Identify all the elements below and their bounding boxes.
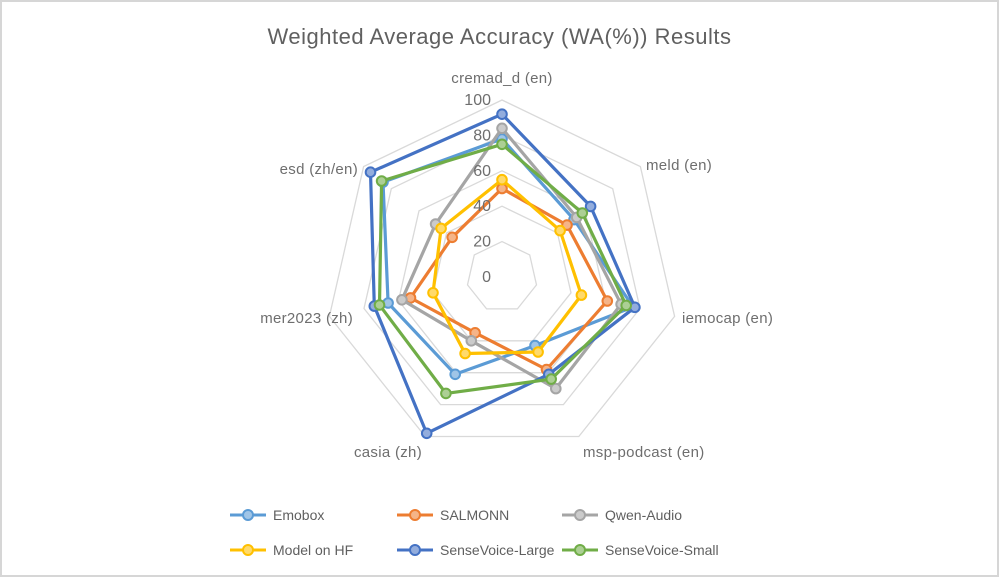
series-line-model-on-hf bbox=[431, 178, 584, 356]
data-point-sensevoice-large-0 bbox=[496, 108, 508, 120]
data-point-qwen-audio-5 bbox=[396, 294, 408, 306]
legend-marker-sensevoice-small bbox=[562, 543, 598, 556]
axis-label-cremad_d: cremad_d (en) bbox=[451, 70, 552, 87]
data-point-salmonn-2 bbox=[601, 295, 614, 307]
series-line-sensevoice-large bbox=[368, 112, 637, 435]
data-point-model-on-hf-0 bbox=[496, 173, 508, 186]
legend-item-model-on-hf: Model on HF bbox=[230, 539, 397, 560]
data-point-model-on-hf-4 bbox=[459, 347, 471, 360]
data-point-sensevoice-small-6 bbox=[375, 175, 388, 187]
data-point-qwen-audio-0 bbox=[496, 122, 508, 135]
radial-tick-label-100: 100 bbox=[464, 92, 491, 109]
legend-marker-model-on-hf bbox=[230, 543, 266, 556]
axis-label-mer2023: mer2023 (zh) bbox=[260, 310, 353, 327]
legend-marker-sensevoice-large bbox=[397, 543, 433, 556]
data-point-sensevoice-small-5 bbox=[373, 299, 386, 311]
legend-label-sensevoice-large: SenseVoice-Large bbox=[440, 541, 555, 558]
gridline-level-40 bbox=[432, 205, 572, 342]
axis-label-casia: casia (zh) bbox=[354, 444, 422, 461]
data-point-emobox-4 bbox=[449, 368, 462, 381]
legend-item-qwen-audio: Qwen-Audio bbox=[562, 504, 719, 525]
axis-label-iemocap: iemocap (en) bbox=[682, 310, 773, 327]
data-point-model-on-hf-5 bbox=[427, 287, 439, 299]
gridline-level-100 bbox=[328, 99, 676, 438]
legend-item-salmonn: SALMONN bbox=[397, 504, 562, 525]
legend-marker-emobox bbox=[230, 508, 266, 521]
data-point-sensevoice-large-6 bbox=[364, 166, 377, 178]
legend-item-sensevoice-large: SenseVoice-Large bbox=[397, 539, 562, 560]
chart-title: Weighted Average Accuracy (WA(%)) Result… bbox=[267, 24, 732, 49]
data-point-model-on-hf-2 bbox=[575, 289, 588, 301]
data-point-sensevoice-small-4 bbox=[440, 387, 452, 400]
data-point-model-on-hf-3 bbox=[532, 346, 544, 358]
data-point-sensevoice-small-0 bbox=[496, 138, 508, 151]
legend-label-qwen-audio: Qwen-Audio bbox=[605, 506, 683, 523]
radial-tick-label-0: 0 bbox=[482, 269, 491, 286]
data-point-salmonn-6 bbox=[446, 231, 459, 244]
data-point-qwen-audio-3 bbox=[550, 382, 562, 395]
legend-label-salmonn: SALMONN bbox=[440, 506, 510, 523]
axis-label-meld: meld (en) bbox=[646, 157, 712, 174]
legend-marker-qwen-audio bbox=[562, 508, 598, 521]
legend-item-sensevoice-small: SenseVoice-Small bbox=[562, 539, 719, 560]
legend-label-emobox: Emobox bbox=[273, 506, 325, 523]
data-point-sensevoice-small-3 bbox=[545, 373, 558, 385]
data-point-qwen-audio-4 bbox=[465, 335, 478, 347]
data-point-sensevoice-small-1 bbox=[576, 207, 589, 219]
legend-label-sensevoice-small: SenseVoice-Small bbox=[605, 541, 719, 558]
axis-label-msp-podcast: msp-podcast (en) bbox=[583, 444, 705, 461]
gridline-level-80 bbox=[363, 134, 641, 406]
chart-legend: Emobox SALMONN Qwen-Audio Model on HF SenseV… bbox=[230, 504, 719, 560]
axis-label-esd: esd (zh/en) bbox=[280, 161, 358, 178]
series-line-qwen-audio bbox=[400, 126, 623, 391]
data-point-sensevoice-large-4 bbox=[420, 427, 433, 440]
radial-tick-label-60: 60 bbox=[473, 163, 491, 180]
data-point-sensevoice-small-2 bbox=[620, 299, 633, 312]
gridline-level-20 bbox=[466, 240, 538, 310]
data-point-model-on-hf-6 bbox=[435, 222, 447, 235]
legend-label-model-on-hf: Model on HF bbox=[273, 541, 354, 558]
series-line-sensevoice-small bbox=[377, 142, 628, 395]
radial-tick-label-40: 40 bbox=[473, 198, 491, 215]
legend-item-emobox: Emobox bbox=[230, 504, 397, 525]
radial-tick-label-80: 80 bbox=[473, 127, 491, 144]
legend-marker-salmonn bbox=[397, 508, 433, 521]
data-point-model-on-hf-1 bbox=[554, 224, 566, 237]
radial-tick-label-20: 20 bbox=[473, 234, 491, 251]
data-point-sensevoice-large-1 bbox=[584, 200, 597, 213]
